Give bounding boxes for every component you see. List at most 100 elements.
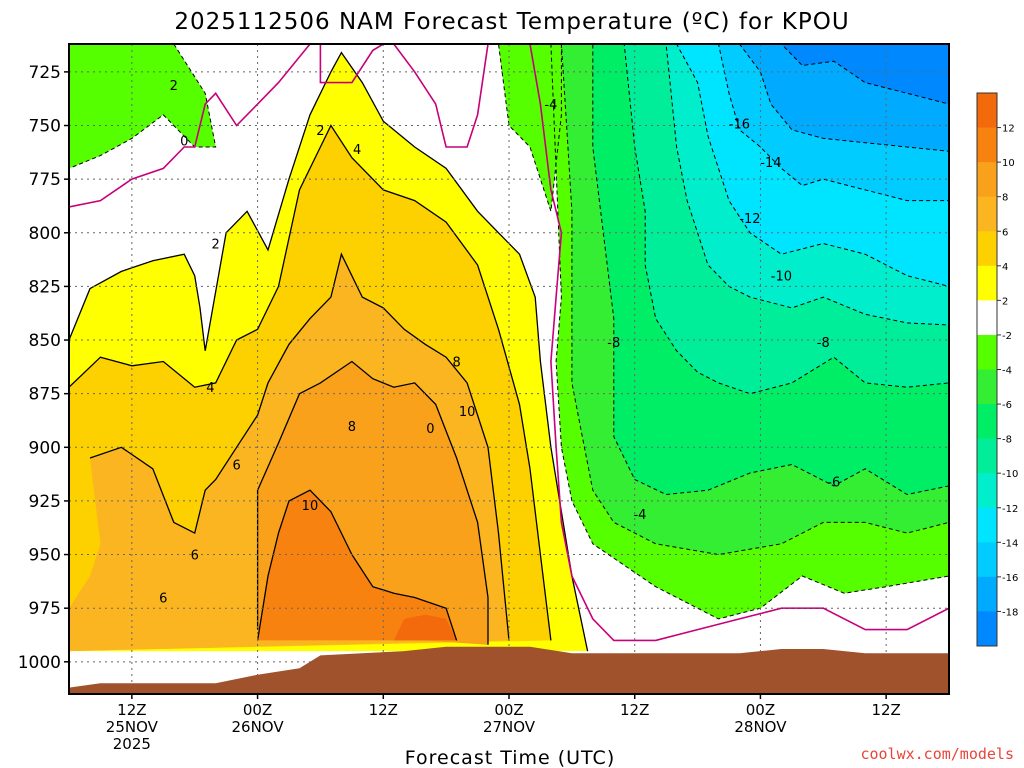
contour-label-15: 0 bbox=[426, 422, 434, 437]
contour-label-11: -8 bbox=[817, 336, 830, 351]
colorbar-label-12: -14 bbox=[1002, 538, 1018, 549]
y-tick-label-775: 775 bbox=[29, 170, 61, 190]
colorbar-label-3: 6 bbox=[1002, 227, 1008, 238]
contour-dashed-11 bbox=[592, 44, 949, 496]
x-tick-label-30-0: 12Z bbox=[369, 701, 398, 719]
zero-contour-2 bbox=[393, 44, 489, 148]
colorbar-band-0 bbox=[977, 93, 997, 129]
zero-contour-0 bbox=[69, 44, 311, 208]
y-tick-label-875: 875 bbox=[29, 385, 61, 405]
y-tick-label-725: 725 bbox=[29, 63, 61, 83]
x-tick-label-6-0: 12Z bbox=[117, 701, 146, 719]
colorbar-band-14 bbox=[977, 576, 997, 612]
temp-region-7 bbox=[257, 490, 457, 641]
temp-region-17 bbox=[781, 44, 949, 105]
x-tick-label-6-1: 25NOV bbox=[106, 718, 159, 736]
x-tick-label-18-1: 26NOV bbox=[232, 718, 285, 736]
contour-label-12: 4 bbox=[206, 381, 214, 396]
contour-line-4 bbox=[256, 489, 458, 641]
colorbar-band-5 bbox=[977, 265, 997, 301]
contour-dashed-16 bbox=[738, 44, 949, 152]
colorbar-band-6 bbox=[977, 300, 997, 336]
colorbar-band-12 bbox=[977, 507, 997, 543]
contour-label-18: 10 bbox=[302, 499, 319, 514]
contour-line-0 bbox=[69, 51, 589, 652]
x-tick-label-6-2: 2025 bbox=[113, 735, 151, 753]
contour-label-1: 0 bbox=[180, 135, 188, 150]
credit-text[interactable]: coolwx.com/models bbox=[860, 745, 1014, 763]
plot-area: 2 0 2 2 4 -4 -16 -14 -12 -10 -8 -8 4 8 8 0 10 6 10 -6 -4 6 6 bbox=[69, 44, 949, 694]
terrain-layer bbox=[69, 646, 949, 694]
contour-line-3 bbox=[256, 360, 489, 645]
contour-layer bbox=[69, 44, 949, 652]
colorbar-label-0: 12 bbox=[1002, 124, 1015, 135]
colorbar-label-5: 2 bbox=[1002, 296, 1008, 307]
colorbar-label-4: 4 bbox=[1002, 262, 1008, 273]
colorbar-label-14: -18 bbox=[1002, 607, 1018, 618]
contour-label-8: -12 bbox=[739, 212, 760, 227]
contour-label-2: 2 bbox=[212, 238, 220, 253]
colorbar-band-3 bbox=[977, 196, 997, 232]
contour-label-7: -14 bbox=[760, 156, 781, 171]
contour-label-13: 8 bbox=[452, 355, 460, 370]
contour-label-9: -10 bbox=[771, 270, 792, 285]
colorbar-band-4 bbox=[977, 231, 997, 267]
x-axis-title: Forecast Time (UTC) bbox=[405, 747, 615, 768]
colorbar-label-6: -2 bbox=[1002, 331, 1012, 342]
zero-contour-1 bbox=[319, 44, 384, 84]
contour-dashed-1 bbox=[69, 44, 217, 169]
y-tick-label-825: 825 bbox=[29, 277, 61, 297]
contour-dashed-9 bbox=[550, 44, 949, 620]
contour-label-5: -4 bbox=[544, 98, 557, 113]
colorbar-band-9 bbox=[977, 404, 997, 440]
contour-label-21: 6 bbox=[191, 549, 199, 564]
x-tick-label-18-0: 00Z bbox=[243, 701, 272, 719]
y-tick-label-925: 925 bbox=[29, 492, 61, 512]
contour-label-14: 8 bbox=[348, 420, 356, 435]
x-tick-label-66-0: 00Z bbox=[746, 701, 775, 719]
contour-label-20: -4 bbox=[633, 508, 646, 523]
temp-region-1 bbox=[69, 44, 216, 169]
x-tick-label-42-0: 00Z bbox=[494, 701, 523, 719]
contour-dashed-15 bbox=[717, 44, 949, 202]
colorbar-label-2: 8 bbox=[1002, 193, 1008, 204]
contour-line-1 bbox=[69, 124, 552, 641]
contour-label-16: 10 bbox=[459, 405, 476, 420]
colorbar-label-13: -16 bbox=[1002, 573, 1018, 584]
contour-label-6: -16 bbox=[729, 117, 750, 132]
contour-dashed-14 bbox=[676, 44, 949, 287]
contour-dashed-12 bbox=[623, 44, 949, 395]
colorbar-label-10: -10 bbox=[1002, 469, 1018, 480]
y-axis: 725 750 775 800 825 850 875 900 925 950 975 1000 bbox=[18, 63, 69, 673]
contour-dashed-10 bbox=[560, 44, 949, 556]
contour-line-2 bbox=[89, 252, 510, 641]
y-tick-label-800: 800 bbox=[29, 224, 61, 244]
y-tick-label-900: 900 bbox=[29, 438, 61, 458]
contour-label-10: -8 bbox=[607, 336, 620, 351]
colorbar-band-11 bbox=[977, 473, 997, 509]
contour-label-22: 6 bbox=[159, 591, 167, 606]
y-tick-label-950: 950 bbox=[29, 546, 61, 566]
colorbar-label-11: -12 bbox=[1002, 504, 1018, 515]
colorbar-band-7 bbox=[977, 334, 997, 370]
y-tick-label-850: 850 bbox=[29, 331, 61, 351]
contour-label-layer: 2 0 2 2 4 -4 -16 -14 -12 -10 -8 -8 4 8 8 0 10 6 10 -6 -4 6 6 bbox=[159, 79, 840, 607]
colorbar-band-8 bbox=[977, 369, 997, 405]
contour-dashed-13 bbox=[665, 44, 949, 326]
colorbar-band-10 bbox=[977, 438, 997, 474]
y-tick-label-1000: 1000 bbox=[18, 653, 61, 673]
colorbar-label-9: -8 bbox=[1002, 435, 1012, 446]
colorbar-label-1: 10 bbox=[1002, 158, 1015, 169]
contour-label-4: 4 bbox=[353, 143, 361, 158]
y-tick-label-975: 975 bbox=[29, 599, 61, 619]
x-tick-label-42-1: 27NOV bbox=[483, 718, 536, 736]
temp-region-8 bbox=[393, 614, 457, 641]
colorbar-band-2 bbox=[977, 162, 997, 198]
x-tick-label-66-1: 28NOV bbox=[734, 718, 787, 736]
colorbar-band-15 bbox=[977, 611, 997, 647]
temperature-fill-layer bbox=[69, 44, 949, 694]
colorbar-label-8: -6 bbox=[1002, 400, 1012, 411]
contour-label-0: 2 bbox=[170, 79, 178, 94]
